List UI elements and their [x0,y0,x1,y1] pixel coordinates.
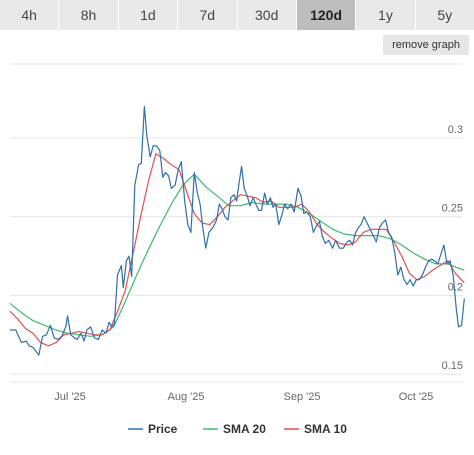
y-tick-label: 0.25 [442,203,463,215]
legend-sma-10-label: SMA 10 [304,422,347,436]
tab-30d[interactable]: 30d [237,0,297,30]
legend-sma-20-label: SMA 20 [223,422,266,436]
tab-1d[interactable]: 1d [118,0,179,30]
series-lines [9,105,465,356]
remove-graph-button[interactable]: remove graph [383,35,469,55]
y-tick-label: 0.15 [442,360,463,372]
x-tick-label: Oct '25 [399,391,434,403]
tab-5y[interactable]: 5y [415,0,474,30]
x-tick-label: Sep '25 [284,391,321,403]
tab-1y[interactable]: 1y [356,0,416,30]
tab-8h[interactable]: 8h [59,0,119,30]
tab-4h[interactable]: 4h [0,0,60,30]
tab-7d[interactable]: 7d [178,0,238,30]
timeframe-tabs: 4h 8h 1d 7d 30d 120d 1y 5y [0,0,474,30]
tab-120d[interactable]: 120d [296,0,357,30]
y-tick-label: 0.2 [448,281,463,293]
x-tick-label: Jul '25 [54,391,85,403]
x-tick-label: Aug '25 [168,391,205,403]
sma-20-line [9,173,465,337]
price-line [10,105,465,356]
y-axis-ticks: 0.15 0.2 0.25 0.3 [442,124,463,372]
x-axis-ticks: Jul '25 Aug '25 Sep '25 Oct '25 [54,391,433,403]
sma-10-line [9,153,465,347]
chart-legend: Price SMA 20 SMA 10 [128,422,347,436]
grid-lines [10,63,463,383]
y-tick-label: 0.3 [448,124,463,136]
legend-price-label: Price [148,422,178,436]
